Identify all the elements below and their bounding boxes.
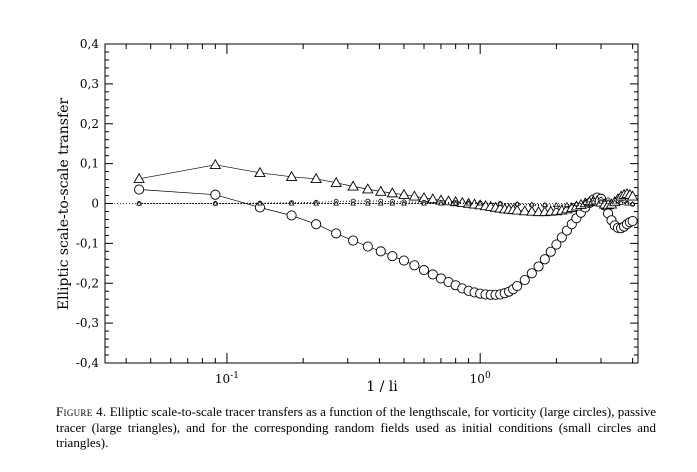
data-point-triangle xyxy=(374,185,387,196)
data-point-small-triangle xyxy=(333,200,339,206)
data-point-circle xyxy=(387,251,398,262)
data-point-triangle xyxy=(285,170,298,181)
y-tick-label: -0,3 xyxy=(76,316,99,330)
data-point-small-triangle xyxy=(514,200,520,206)
data-point-circle xyxy=(551,239,562,250)
data-point-small-triangle xyxy=(542,201,548,207)
data-point-circle xyxy=(556,232,567,243)
series-circle-large xyxy=(134,184,638,300)
y-tick-label: -0,4 xyxy=(76,356,100,370)
y-tick-label: 0,2 xyxy=(80,117,99,131)
data-point-triangle xyxy=(518,205,531,216)
data-point-circle xyxy=(348,235,359,246)
data-point-circle xyxy=(331,228,342,239)
figure-caption: Figure 4. Elliptic scale-to-scale tracer… xyxy=(56,404,656,451)
y-tick-label: 0,1 xyxy=(80,157,99,171)
data-point-circle xyxy=(526,268,537,279)
data-point-triangle xyxy=(386,187,399,198)
data-point-small-triangle xyxy=(624,200,630,206)
data-point-triangle xyxy=(133,172,145,183)
data-point-triangle xyxy=(626,190,639,201)
data-point-small-triangle xyxy=(212,200,219,206)
data-point-small-triangle xyxy=(438,200,444,206)
data-point-small-triangle xyxy=(618,199,624,205)
data-point-small-triangle xyxy=(136,200,142,206)
caption-label: Figure 4. xyxy=(56,404,107,419)
data-point-circle xyxy=(286,210,297,221)
data-point-small-triangle xyxy=(452,200,459,206)
data-point-triangle xyxy=(347,180,359,191)
data-point-circle xyxy=(539,254,550,265)
data-point-circle xyxy=(627,215,638,227)
data-point-small-triangle xyxy=(389,200,396,206)
data-point-small-triangle xyxy=(257,200,263,206)
y-axis: 0,4 0,3 0,2 0,1 0 -0,1 -0,2 -0,3 -0,4 xyxy=(76,37,638,370)
data-point-small-triangle xyxy=(553,202,560,208)
series-triangle-large xyxy=(133,158,639,217)
data-point-triangle xyxy=(398,188,410,199)
data-point-small-triangle xyxy=(629,200,636,206)
data-point-small-triangle xyxy=(377,200,384,206)
data-point-small-triangle xyxy=(421,200,427,206)
data-point-circle xyxy=(427,269,438,280)
data-point-small-triangle xyxy=(477,200,483,206)
data-point-circle xyxy=(375,246,386,257)
data-point-triangle xyxy=(330,176,342,187)
data-point-triangle xyxy=(427,193,439,204)
data-point-triangle xyxy=(408,190,421,201)
data-point-small-triangle xyxy=(288,200,295,206)
data-point-circle xyxy=(533,261,544,272)
data-point-small-triangle xyxy=(598,198,604,204)
y-tick-label: -0,1 xyxy=(76,236,99,250)
series-triangle-small xyxy=(136,198,636,208)
series-group xyxy=(133,158,639,300)
data-point-small-triangle xyxy=(350,200,356,206)
y-tick-label: -0,2 xyxy=(76,276,99,290)
data-point-small-triangle xyxy=(590,198,597,204)
data-point-triangle xyxy=(310,172,322,183)
data-point-circle xyxy=(134,184,145,195)
data-point-circle xyxy=(362,241,373,252)
data-point-circle xyxy=(512,280,523,292)
chart: 0,4 0,3 0,2 0,1 0 -0,1 -0,2 -0,3 -0,4 10-1 100 El… xyxy=(56,37,639,395)
data-point-circle xyxy=(409,260,420,271)
data-point-small-triangle xyxy=(564,201,570,207)
x-tick-label: 10-1 xyxy=(215,371,239,386)
data-point-triangle xyxy=(511,204,523,215)
data-point-small-triangle xyxy=(365,200,371,206)
data-point-circle xyxy=(519,275,530,286)
y-tick-label: 0,4 xyxy=(80,37,99,51)
data-point-small-triangle xyxy=(582,199,589,205)
y-tick-label: 0,3 xyxy=(80,77,99,91)
caption-text: Elliptic scale-to-scale tracer transfers… xyxy=(56,404,656,450)
data-point-triangle xyxy=(209,158,222,170)
data-point-small-triangle xyxy=(497,200,504,206)
data-point-circle xyxy=(545,246,556,257)
data-point-circle xyxy=(210,189,221,200)
x-axis-label: 1 / li xyxy=(366,379,398,395)
data-point-small-triangle xyxy=(605,198,611,204)
data-point-circle xyxy=(311,219,322,230)
data-point-triangle xyxy=(362,183,374,194)
x-axis: 10-1 100 xyxy=(125,44,634,386)
data-point-small-triangle xyxy=(529,201,535,207)
data-point-small-triangle xyxy=(313,200,319,206)
data-point-small-triangle xyxy=(401,200,407,206)
data-point-small-triangle xyxy=(465,200,472,206)
data-point-small-triangle xyxy=(573,200,580,206)
data-point-small-triangle xyxy=(611,199,618,205)
data-point-triangle xyxy=(526,205,538,216)
x-tick-label: 100 xyxy=(470,371,491,386)
data-point-triangle xyxy=(254,166,266,177)
y-axis-label: Elliptic scale-to-scale transfer xyxy=(56,98,72,311)
data-point-circle xyxy=(398,255,409,266)
y-tick-label: 0 xyxy=(91,197,99,211)
data-point-circle xyxy=(418,265,430,276)
